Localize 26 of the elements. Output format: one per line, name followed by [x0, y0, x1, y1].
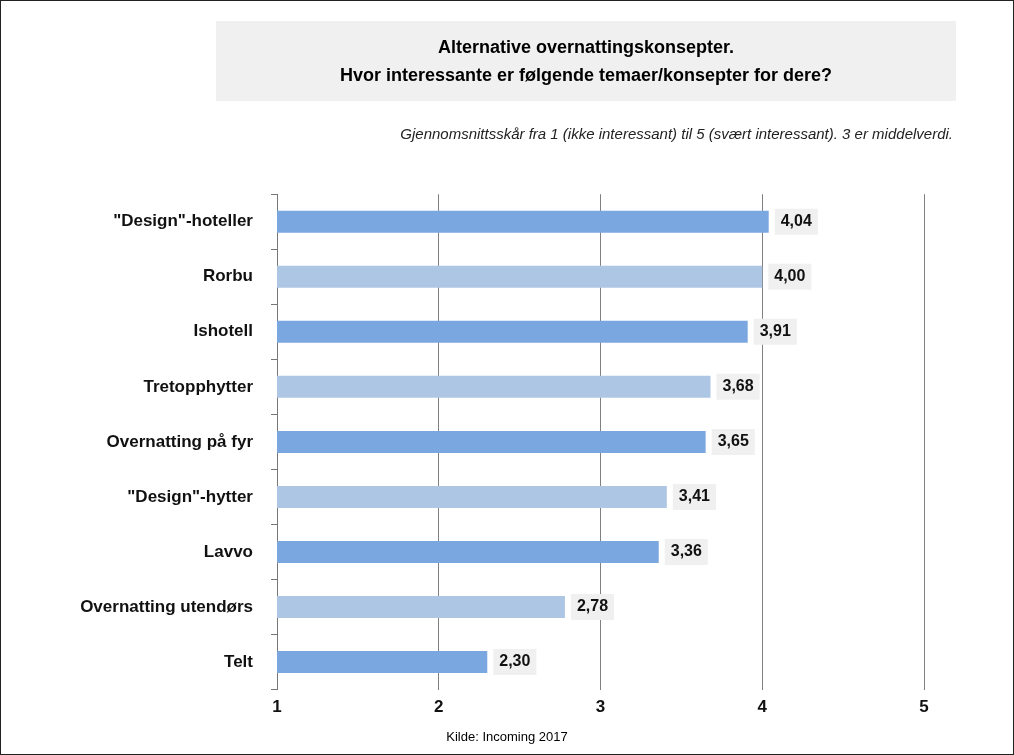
y-tick-label: Rorbu — [202, 266, 253, 286]
data-label: 4,04 — [780, 212, 812, 230]
y-tick-label: Lavvo — [203, 541, 253, 561]
x-tick-label: 1 — [272, 697, 282, 717]
data-label: 3,68 — [722, 377, 754, 395]
data-label: 3,65 — [717, 432, 749, 450]
y-tick-label: Tretopphytter — [143, 376, 254, 396]
y-tick-label: Overnatting utendørs — [80, 596, 253, 616]
data-label: 4,00 — [774, 267, 806, 285]
data-label: 3,36 — [670, 542, 702, 560]
y-tick-label: "Design"-hytter — [127, 486, 254, 506]
chart-subtitle: Gjennomsnittsskår fra 1 (ikke interessant) til 5 (svært interessant). 3 er middelverdi. — [400, 125, 953, 142]
x-tick-label: 2 — [434, 697, 444, 717]
data-label: 3,91 — [759, 322, 791, 340]
data-label: 2,78 — [576, 597, 609, 615]
x-tick-label: 3 — [595, 697, 606, 717]
y-tick-label: Telt — [224, 651, 254, 671]
y-tick-label: "Design"-hoteller — [113, 211, 254, 231]
data-label: 3,41 — [678, 487, 711, 505]
x-tick-label: 4 — [757, 697, 768, 717]
data-label: 2,30 — [499, 652, 531, 670]
x-tick-label: 5 — [919, 697, 929, 717]
chart-title: Alternative overnattingskonsepter. Hvor interessante er følgende temaer/konsepter for dere? — [216, 21, 956, 101]
y-tick-label: Ishotell — [193, 321, 253, 341]
y-tick-label: Overnatting på fyr — [106, 431, 254, 451]
text: Kilde: Incoming 2017 — [445, 729, 569, 744]
